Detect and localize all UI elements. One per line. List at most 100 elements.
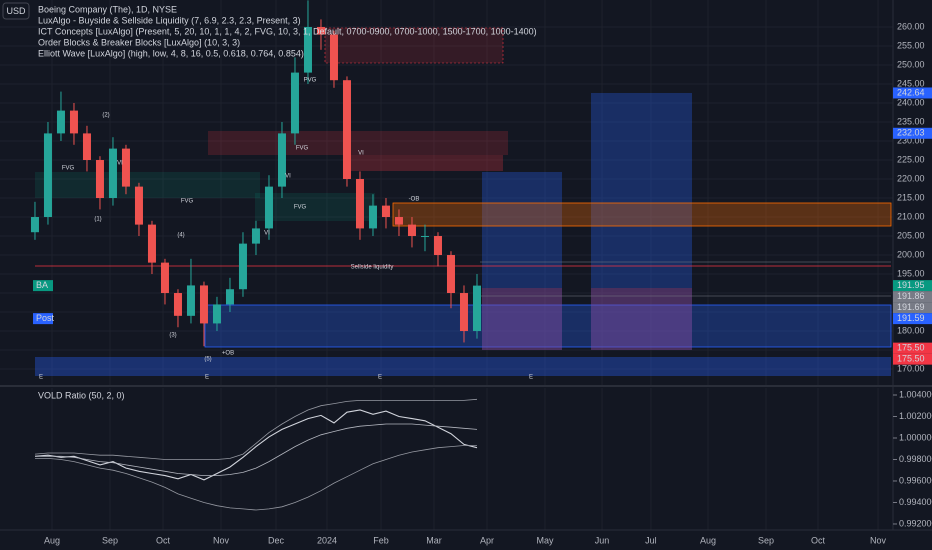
chart-label: FVG (294, 205, 307, 211)
indicator-line (35, 445, 477, 511)
candle-body (225, 289, 234, 305)
zone (324, 27, 504, 64)
zone (482, 172, 562, 350)
currency-box[interactable] (2, 2, 30, 20)
candle-body (303, 26, 312, 73)
candle-body (342, 80, 351, 180)
candle-body (147, 224, 156, 263)
y-tick-label: 1.004000 (899, 389, 932, 399)
price-label: 232.03 (897, 128, 925, 138)
chart-label: (2) (102, 113, 109, 119)
chart-label: PVG (304, 78, 317, 84)
candle-body (95, 160, 104, 199)
price-label-box (893, 127, 932, 139)
price-label-box (893, 87, 932, 99)
candle-body (121, 148, 130, 187)
chart-label: VI (117, 161, 123, 167)
price-label: 191.59 (897, 313, 925, 323)
candle-body (329, 34, 338, 81)
chart-label: E (529, 375, 533, 381)
x-tick-label: Apr (480, 535, 494, 545)
candle-body (82, 133, 91, 161)
indicator-legend: Elliott Wave [LuxAlgo] (high, low, 4, 8,… (38, 48, 304, 58)
y-tick-label: 225.00 (897, 154, 925, 164)
candle-body (173, 293, 182, 316)
zone (591, 288, 692, 350)
x-tick-label: Sep (758, 535, 774, 545)
candle-body (420, 236, 429, 238)
y-tick-label: 220.00 (897, 173, 925, 183)
chart-label: +OB (222, 351, 234, 357)
y-tick-label: 205.00 (897, 230, 925, 240)
price-label: 191.69 (897, 302, 925, 312)
y-tick-label: 180.00 (897, 325, 925, 335)
x-tick-label: Mar (426, 535, 442, 545)
price-label-box (893, 291, 932, 303)
y-tick-label: 255.00 (897, 40, 925, 50)
candle-body (43, 133, 52, 218)
zones (35, 27, 892, 376)
currency[interactable]: USD (6, 6, 26, 16)
x-tick-label: Oct (811, 535, 826, 545)
plot: FVG FVG FVG FVG PVG VI VI VI VI -OB +OB Sellside li… (30, 0, 533, 511)
chart-label: VI (264, 231, 270, 237)
chart-label: (3) (169, 333, 176, 339)
indicator-title: VOLD Ratio (50, 2, 0) (38, 390, 125, 400)
zone (591, 93, 692, 350)
candle-body (264, 186, 273, 229)
candle-body (56, 110, 65, 134)
chart-label: FVG (296, 146, 309, 152)
chart-label: VI (285, 174, 291, 180)
price-label: 175.50 (897, 343, 925, 353)
y-tick-label: 1.002000 (899, 411, 932, 421)
y-tick-label: 235.00 (897, 116, 925, 126)
candle-body (134, 186, 143, 225)
x-tick-label: Aug (44, 535, 60, 545)
chart-label: (4) (177, 233, 184, 239)
zone (208, 131, 508, 155)
price-label: 191.95 (897, 280, 925, 290)
chart-label: E (39, 375, 43, 381)
chart-label: (5) (204, 357, 211, 363)
candle-body (472, 285, 481, 332)
candle-body (160, 262, 169, 294)
y-tick-label: 1.000000 (899, 432, 932, 442)
chart-label: -OB (409, 197, 420, 203)
chart-label: VI (358, 151, 364, 157)
candle-body (290, 72, 299, 134)
indicator-legend: LuxAlgo - Buyside & Sellside Liquidity (… (38, 15, 301, 25)
y-tick-label: 170.00 (897, 363, 925, 373)
chart-label: E (205, 375, 209, 381)
price-tag: Post (36, 313, 55, 323)
candle-body (381, 205, 390, 218)
zone (204, 304, 892, 348)
candle-body (69, 110, 78, 134)
price-label: 191.86 (897, 291, 925, 301)
y-tick-label: 200.00 (897, 249, 925, 259)
y-tick-label: 215.00 (897, 192, 925, 202)
price-label: 175.50 (897, 354, 925, 364)
candle-body (186, 285, 195, 316)
price-label-box (893, 302, 932, 314)
y-tick-label: 230.00 (897, 135, 925, 145)
candle-body (407, 224, 416, 237)
chart-label: FVG (62, 166, 75, 172)
chart-label: FVG (181, 199, 194, 205)
y-tick-label: 240.00 (897, 97, 925, 107)
candle-body (251, 228, 260, 244)
zone (392, 202, 892, 227)
price-label-box (893, 313, 932, 325)
chart-label: Sellside liquidity (351, 265, 394, 271)
grid (0, 0, 893, 530)
y-tick-label: 210.00 (897, 211, 925, 221)
y-tick-label: 245.00 (897, 78, 925, 88)
price-tag-box (33, 313, 53, 325)
y-tick-label: 260.00 (897, 21, 925, 31)
zone (35, 172, 260, 198)
candle-body (277, 133, 286, 187)
zone (255, 193, 375, 221)
